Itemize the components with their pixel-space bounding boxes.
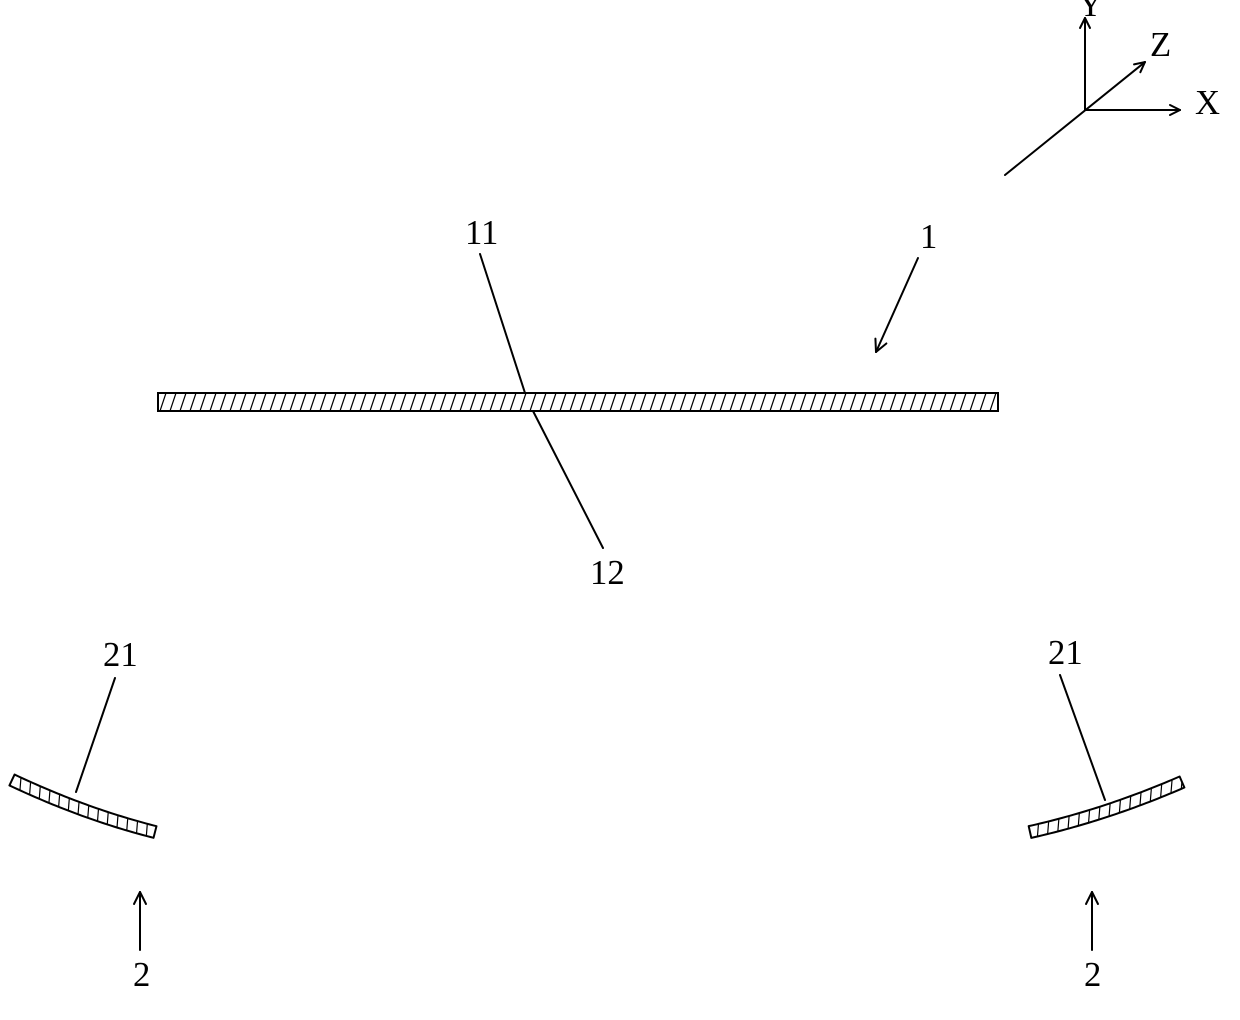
label-21R: 21 — [1048, 634, 1083, 673]
leader-21R — [1060, 675, 1105, 800]
label-1: 1 — [920, 218, 937, 257]
leader-2R — [1086, 892, 1098, 950]
leader-2L — [134, 892, 146, 950]
label-21L: 21 — [103, 636, 138, 675]
leader-1 — [875, 258, 918, 352]
arc-left — [0, 775, 221, 838]
label-2R: 2 — [1084, 956, 1101, 995]
label-12: 12 — [590, 554, 625, 593]
axis-label-x: X — [1195, 84, 1220, 123]
leader-12 — [533, 411, 603, 548]
axis-label-z: Z — [1150, 26, 1171, 65]
leader-21L — [76, 678, 115, 792]
leader-11 — [480, 254, 525, 393]
arc-right — [967, 776, 1240, 837]
plate — [140, 393, 1016, 411]
diagram-canvas — [0, 0, 1240, 1020]
label-2L: 2 — [133, 956, 150, 995]
label-11: 11 — [465, 214, 498, 253]
axis-label-y: Y — [1078, 0, 1103, 25]
